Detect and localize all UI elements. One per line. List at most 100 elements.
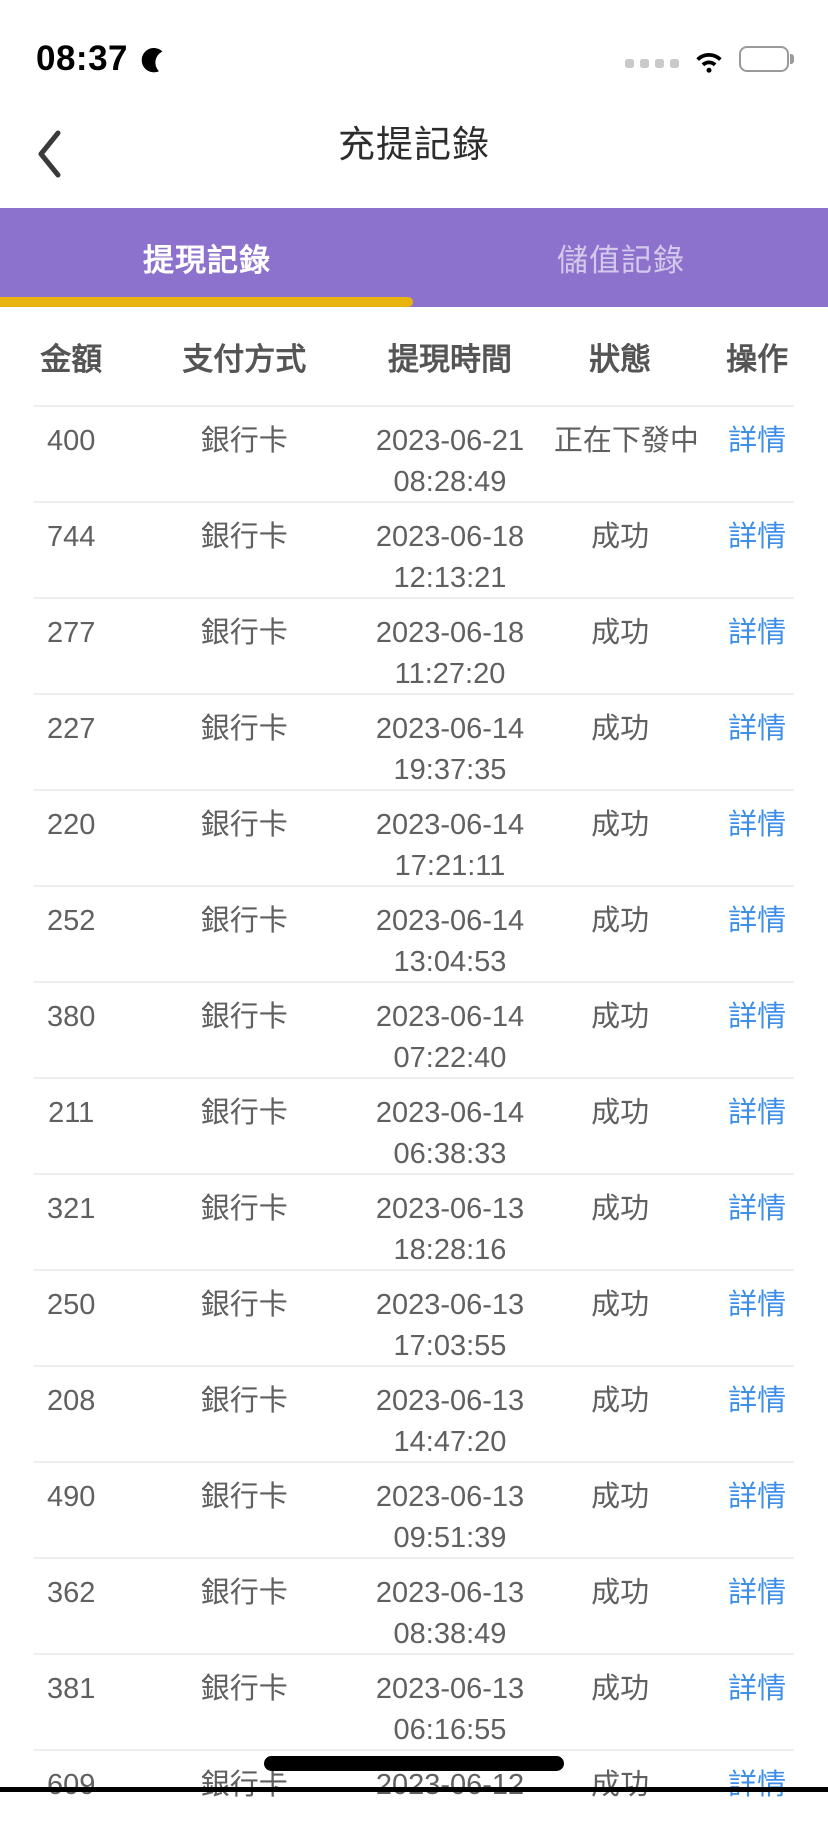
- tab-deposit-records[interactable]: 儲值記錄: [414, 208, 828, 307]
- cell-time: 2023-06-14 07:22:40: [346, 1003, 554, 1073]
- active-tab-underline: [0, 297, 413, 307]
- details-link[interactable]: 詳情: [728, 809, 787, 841]
- row-divider: [34, 885, 794, 887]
- cell-method: 銀行卡: [200, 1769, 288, 1801]
- details-link[interactable]: 詳情: [728, 617, 787, 649]
- details-link[interactable]: 詳情: [728, 1385, 787, 1417]
- details-link[interactable]: 詳情: [728, 1673, 787, 1705]
- cell-time-line: 17:03:55: [393, 1330, 507, 1362]
- cell-method: 銀行卡: [200, 1673, 288, 1705]
- cell-time: 2023-06-14 06:38:33: [346, 1099, 554, 1169]
- row-divider: [34, 1077, 794, 1079]
- cell-amount: 381: [47, 1673, 96, 1705]
- table-row: 277 銀行卡 2023-06-18 11:27:20 成功 詳情: [0, 597, 828, 693]
- cell-time: 2023-06-14 17:21:11: [346, 811, 554, 881]
- wifi-icon: [695, 52, 722, 73]
- cell-time-line: 12:13:21: [393, 562, 507, 594]
- cell-date-line: 2023-06-13: [375, 1385, 525, 1417]
- cell-amount: 490: [47, 1481, 96, 1513]
- cell-date-line: 2023-06-14: [375, 809, 525, 841]
- cell-status: 成功: [591, 1481, 650, 1513]
- details-link[interactable]: 詳情: [728, 1193, 787, 1225]
- table-row: 227 銀行卡 2023-06-14 19:37:35 成功 詳情: [0, 693, 828, 789]
- cell-date-line: 2023-06-13: [375, 1673, 525, 1705]
- cell-time: 2023-06-13 14:47:20: [346, 1387, 554, 1457]
- cell-amount: 208: [47, 1385, 96, 1417]
- table-body: 400 銀行卡 2023-06-21 08:28:49 正在下發中 詳情 744…: [0, 405, 828, 1845]
- details-link[interactable]: 詳情: [728, 1769, 787, 1801]
- back-button[interactable]: [34, 118, 94, 190]
- row-divider: [34, 1365, 794, 1367]
- col-header-amount: 金額: [40, 341, 103, 377]
- cell-time: 2023-06-21 08:28:49: [346, 427, 554, 497]
- cell-time-line: 18:28:16: [393, 1234, 507, 1266]
- tab-deposit-label: 儲值記錄: [557, 243, 685, 278]
- home-indicator[interactable]: [264, 1756, 564, 1771]
- details-link[interactable]: 詳情: [728, 1097, 787, 1129]
- cell-date-line: 2023-06-21: [375, 425, 525, 457]
- cell-method: 銀行卡: [200, 905, 288, 937]
- cell-amount: 362: [47, 1577, 96, 1609]
- details-link[interactable]: 詳情: [728, 905, 787, 937]
- cell-time: 2023-06-14 19:37:35: [346, 715, 554, 785]
- row-divider: [34, 1557, 794, 1559]
- details-link[interactable]: 詳情: [728, 1577, 787, 1609]
- page-title: 充提記錄: [338, 124, 490, 165]
- withdraw-records-table: 金額 支付方式 提現時間 狀態 操作 400 銀行卡 2023-06-21 08…: [0, 307, 828, 1845]
- table-row: 362 銀行卡 2023-06-13 08:38:49 成功 詳情: [0, 1557, 828, 1653]
- cell-status: 成功: [591, 1001, 650, 1033]
- cell-method: 銀行卡: [200, 1577, 288, 1609]
- cell-method: 銀行卡: [200, 1289, 288, 1321]
- cell-date-line: 2023-06-13: [375, 1481, 525, 1513]
- cell-time: 2023-06-14 13:04:53: [346, 907, 554, 977]
- tab-withdraw-label: 提現記錄: [143, 243, 271, 278]
- row-divider: [34, 405, 794, 407]
- cell-amount: 227: [47, 713, 96, 745]
- cell-time: 2023-06-18 12:13:21: [346, 523, 554, 593]
- cell-status: 成功: [591, 809, 650, 841]
- details-link[interactable]: 詳情: [728, 1481, 787, 1513]
- cell-amount: 250: [47, 1289, 96, 1321]
- cell-date-line: 2023-06-13: [375, 1577, 525, 1609]
- col-header-action: 操作: [726, 341, 789, 377]
- cell-amount: 609: [47, 1769, 96, 1801]
- cell-date-line: 2023-06-14: [375, 905, 525, 937]
- tab-withdraw-records[interactable]: 提現記錄: [0, 208, 414, 307]
- cell-status: 成功: [591, 1769, 650, 1801]
- cell-status: 成功: [591, 521, 650, 553]
- table-row: 744 銀行卡 2023-06-18 12:13:21 成功 詳情: [0, 501, 828, 597]
- table-row: 211 銀行卡 2023-06-14 06:38:33 成功 詳情: [0, 1077, 828, 1173]
- cell-amount: 380: [47, 1001, 96, 1033]
- cell-status: 成功: [591, 1577, 650, 1609]
- cell-time-line: 06:38:33: [393, 1138, 507, 1170]
- cell-time-line: 11:27:20: [394, 658, 506, 690]
- table-row: 490 銀行卡 2023-06-13 09:51:39 成功 詳情: [0, 1461, 828, 1557]
- cell-time-line: 08:38:49: [393, 1618, 507, 1650]
- row-divider: [34, 1749, 794, 1751]
- details-link[interactable]: 詳情: [728, 425, 787, 457]
- col-header-status: 狀態: [589, 341, 652, 377]
- cell-status: 正在下發中: [553, 425, 699, 457]
- cell-date-line: 2023-06-18: [375, 617, 525, 649]
- row-divider: [34, 693, 794, 695]
- row-divider: [34, 1269, 794, 1271]
- cell-time-line: 07:22:40: [393, 1042, 507, 1074]
- cell-date-line: 2023-06-14: [375, 1097, 525, 1129]
- details-link[interactable]: 詳情: [728, 1289, 787, 1321]
- cell-time-line: 19:37:35: [393, 754, 507, 786]
- cell-status: 成功: [591, 1385, 650, 1417]
- cell-status: 成功: [591, 1289, 650, 1321]
- details-link[interactable]: 詳情: [728, 521, 787, 553]
- cellular-signal-icon: [624, 58, 679, 68]
- cell-time: 2023-06-13 18:28:16: [346, 1195, 554, 1265]
- cell-status: 成功: [591, 1193, 650, 1225]
- moon-icon: [141, 48, 163, 73]
- cell-amount: 220: [47, 809, 96, 841]
- table-row: 220 銀行卡 2023-06-14 17:21:11 成功 詳情: [0, 789, 828, 885]
- cell-amount: 400: [47, 425, 96, 457]
- chevron-left-icon: [38, 130, 61, 178]
- cell-amount: 252: [47, 905, 96, 937]
- details-link[interactable]: 詳情: [728, 1001, 787, 1033]
- details-link[interactable]: 詳情: [728, 713, 787, 745]
- cell-date-line: 2023-06-13: [375, 1289, 525, 1321]
